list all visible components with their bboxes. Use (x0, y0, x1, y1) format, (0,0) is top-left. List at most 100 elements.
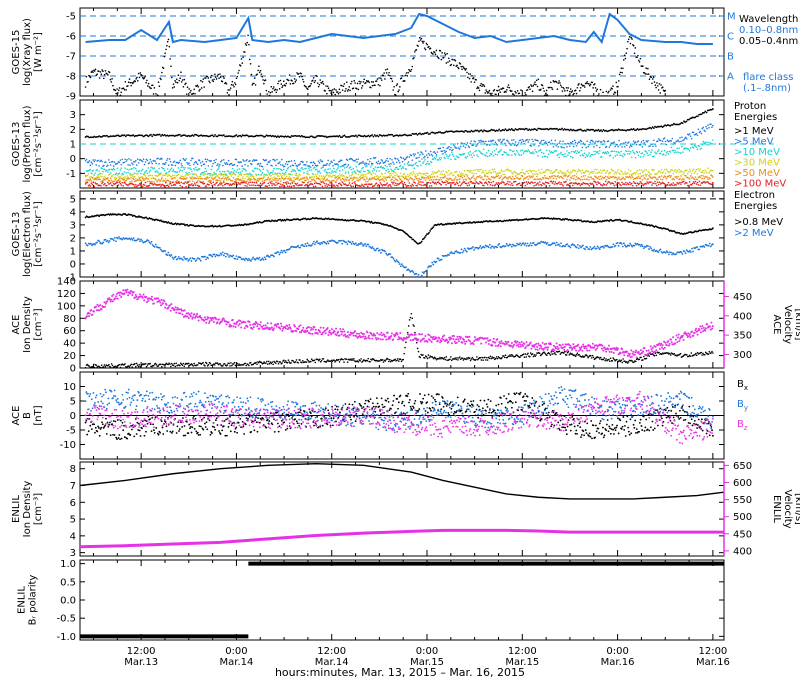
data-point (339, 182, 341, 184)
data-point (584, 157, 586, 159)
data-point (429, 179, 431, 181)
data-point (516, 95, 518, 97)
data-point (277, 83, 279, 85)
data-point (445, 150, 447, 152)
data-point (344, 180, 346, 182)
data-point (414, 176, 416, 178)
data-point (539, 181, 541, 183)
data-point (677, 151, 679, 153)
data-point (170, 182, 172, 184)
data-point (401, 77, 403, 79)
data-point (158, 168, 160, 170)
data-point (424, 156, 426, 158)
data-point (257, 168, 259, 170)
data-point (510, 170, 512, 172)
data-point (507, 178, 509, 180)
data-point (377, 175, 379, 177)
data-point (170, 169, 172, 171)
data-point (538, 184, 540, 186)
data-point (423, 161, 425, 163)
data-point (200, 175, 202, 177)
data-point (87, 81, 89, 83)
data-point (263, 177, 265, 179)
data-point (513, 130, 515, 132)
data-point (356, 88, 358, 90)
data-point (497, 184, 499, 186)
data-point (333, 168, 335, 170)
data-point (246, 159, 248, 161)
data-point (407, 163, 409, 165)
data-point (527, 141, 529, 143)
data-point (526, 181, 528, 183)
data-point (345, 171, 347, 173)
data-point (185, 82, 187, 84)
data-point (551, 181, 553, 183)
data-point (130, 85, 132, 87)
data-point (278, 175, 280, 177)
data-point (181, 81, 183, 83)
data-point (124, 158, 126, 160)
data-point (440, 147, 442, 149)
data-point (314, 80, 316, 82)
y-axis-label: [W m⁻²] (33, 32, 44, 72)
data-point (330, 185, 332, 187)
data-point (383, 181, 385, 183)
data-point (164, 186, 166, 188)
legend-entry: >10 MeV (734, 147, 780, 158)
data-point (449, 154, 451, 156)
data-point (273, 159, 275, 161)
data-point (229, 89, 231, 91)
data-point (240, 180, 242, 182)
data-point (414, 182, 416, 184)
data-point (478, 87, 480, 89)
data-point (596, 89, 598, 91)
data-point (154, 160, 156, 162)
data-point (456, 65, 458, 67)
data-point (510, 184, 512, 186)
data-point (324, 170, 326, 172)
data-point (693, 168, 695, 170)
data-point (357, 174, 359, 176)
data-point (378, 160, 380, 162)
data-point (411, 185, 413, 187)
data-point (446, 172, 448, 174)
data-point (624, 154, 626, 156)
data-point (653, 183, 655, 185)
data-point (204, 163, 206, 165)
data-point (128, 81, 130, 83)
data-point (454, 178, 456, 180)
data-point (566, 171, 568, 173)
data-point (697, 134, 699, 136)
data-point (569, 179, 571, 181)
data-point (640, 181, 642, 183)
data-point (487, 176, 489, 178)
data-point (684, 183, 686, 185)
data-point (114, 161, 116, 163)
data-point (124, 89, 126, 91)
data-point (314, 167, 316, 169)
data-point (346, 81, 348, 83)
data-point (373, 81, 375, 83)
data-point (642, 183, 644, 185)
data-point (569, 91, 571, 93)
data-point (617, 178, 619, 180)
data-point (343, 83, 345, 85)
data-point (161, 178, 163, 180)
data-point (580, 171, 582, 173)
data-point (414, 174, 416, 176)
data-point (113, 165, 115, 167)
data-point (512, 173, 514, 175)
data-point (537, 155, 539, 157)
data-point (129, 173, 131, 175)
data-point (432, 53, 434, 55)
data-point (389, 177, 391, 179)
data-point (468, 146, 470, 148)
data-point (460, 146, 462, 148)
data-point (356, 169, 358, 171)
data-point (508, 184, 510, 186)
data-point (464, 68, 466, 70)
data-point (529, 170, 531, 172)
data-point (167, 168, 169, 170)
data-point (398, 160, 400, 162)
data-point (580, 87, 582, 89)
